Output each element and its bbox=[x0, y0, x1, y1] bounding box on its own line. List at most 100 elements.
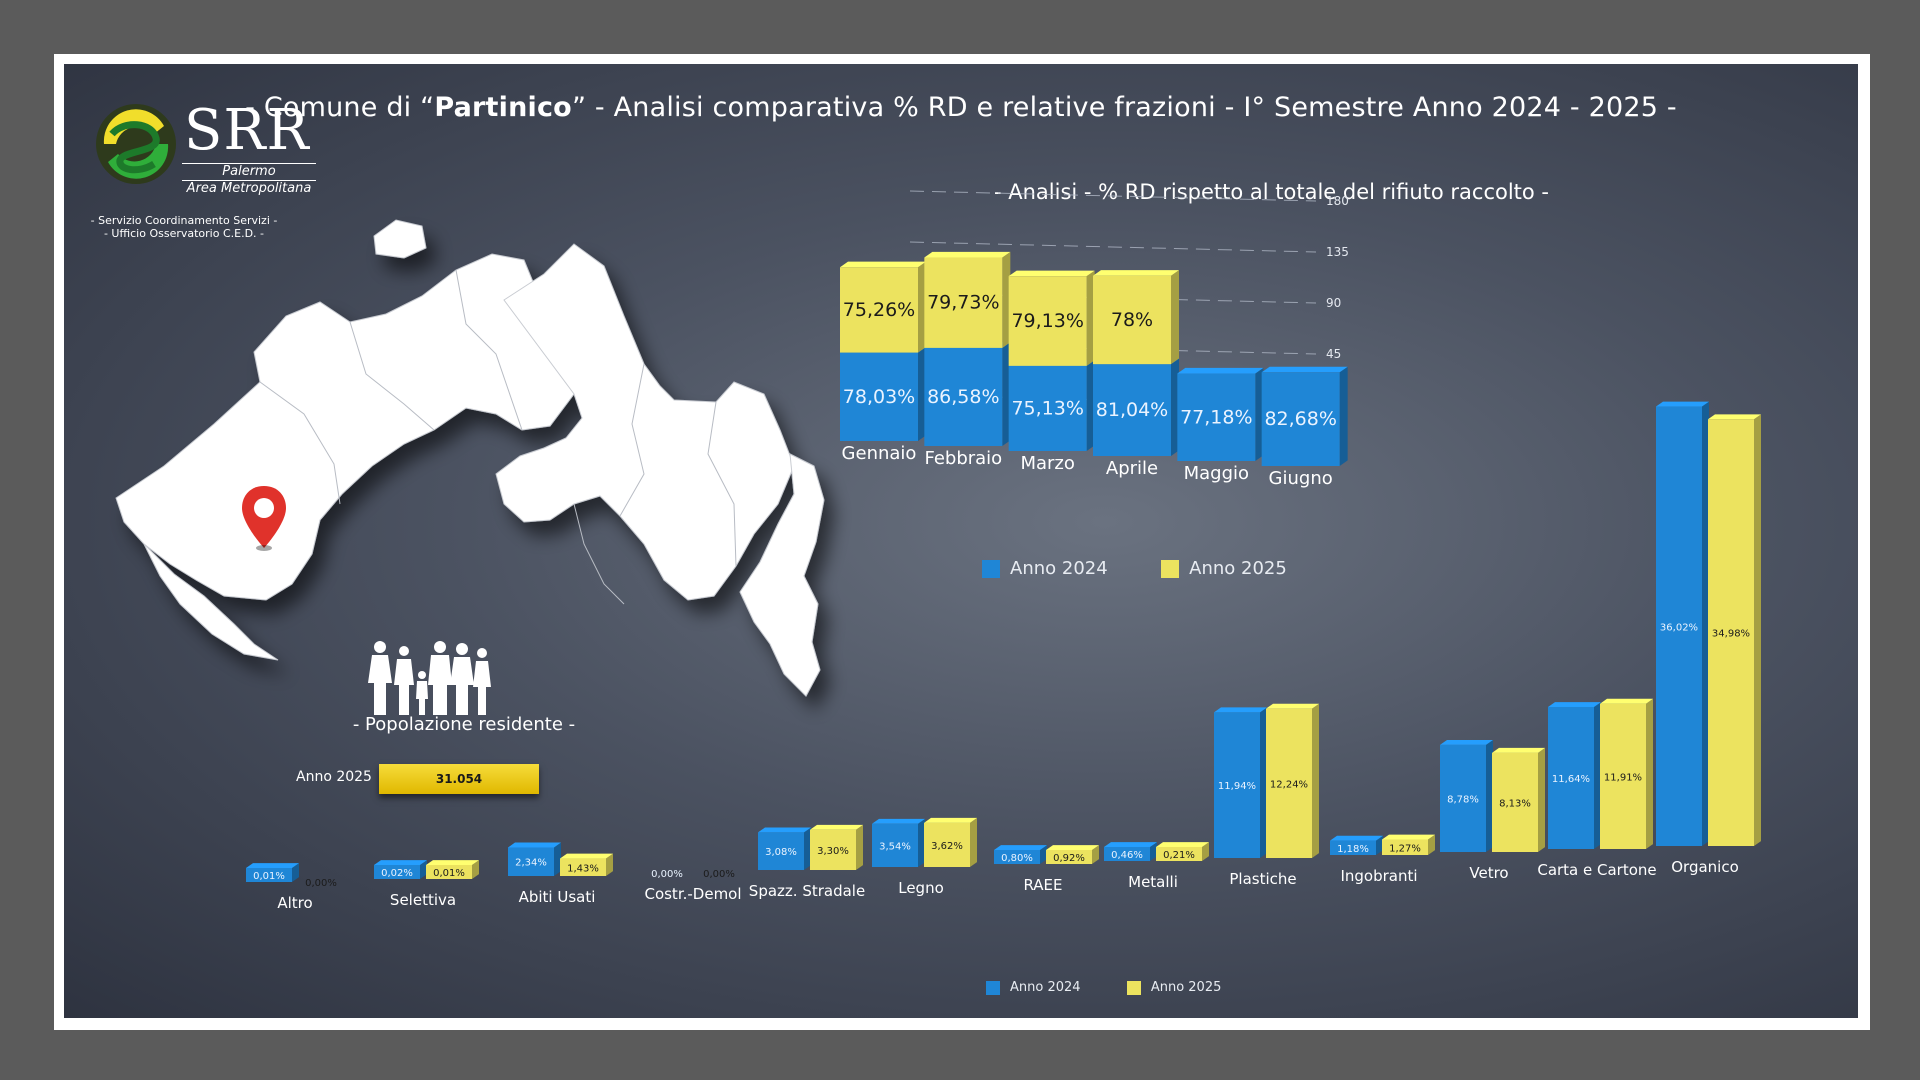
bar-2025 bbox=[1600, 698, 1653, 849]
bar-2024 bbox=[374, 860, 427, 879]
data-label-2024: 75,13% bbox=[1011, 397, 1083, 419]
logo-subtitle: - Servizio Coordinamento Servizi - - Uff… bbox=[90, 214, 278, 240]
bar-2025 bbox=[426, 860, 479, 879]
logo-line1: Palermo bbox=[182, 163, 316, 179]
legend-swatch-2025 bbox=[1126, 980, 1141, 995]
bar-2024 bbox=[840, 346, 926, 441]
bar-2024 bbox=[1261, 366, 1348, 466]
bar-2024 bbox=[1548, 702, 1601, 849]
y-tick-label: 180 bbox=[1326, 194, 1349, 208]
legend-label-2024: Anno 2024 bbox=[1010, 980, 1081, 995]
gridline bbox=[909, 241, 1317, 253]
bar-2024 bbox=[758, 827, 811, 870]
location-pin-icon bbox=[242, 486, 286, 551]
bar-2024 bbox=[1656, 401, 1709, 846]
data-label-2025: 0,00% bbox=[305, 878, 337, 889]
bar-2025 bbox=[924, 251, 1011, 348]
bar-2025 bbox=[1492, 747, 1545, 852]
category-label: Febbraio bbox=[924, 448, 1002, 469]
category-label: Aprile bbox=[1106, 458, 1158, 479]
bar-2025 bbox=[1093, 270, 1179, 365]
category-label: Spazz. Stradale bbox=[749, 882, 865, 900]
data-label-2024: 36,02% bbox=[1660, 622, 1698, 633]
legend-swatch-2024 bbox=[982, 560, 1000, 578]
bar-2025 bbox=[1008, 270, 1095, 366]
gridline bbox=[909, 190, 1317, 202]
bar-2025 bbox=[1382, 834, 1435, 855]
population-people-icon bbox=[368, 641, 491, 715]
rd-chart-legend: Anno 2024 Anno 2025 bbox=[982, 558, 1287, 579]
map-central-area bbox=[495, 243, 795, 601]
legend-label-2025: Anno 2025 bbox=[1189, 558, 1287, 579]
bar-2024 bbox=[508, 842, 561, 876]
data-label-2025: 12,24% bbox=[1270, 779, 1308, 790]
fractions-chart-legend: Anno 2024 Anno 2025 bbox=[986, 980, 1221, 995]
category-label: Legno bbox=[898, 879, 944, 897]
legend-label-2024: Anno 2024 bbox=[1010, 558, 1108, 579]
data-label-2025: 79,73% bbox=[927, 292, 999, 314]
legend-swatch-2024 bbox=[986, 980, 1000, 995]
bar-2024 bbox=[924, 342, 1011, 446]
bar-2025 bbox=[810, 824, 863, 870]
bar-2024 bbox=[1104, 842, 1157, 861]
category-label: Costr.-Demol bbox=[644, 885, 741, 903]
infographic-panel: - Comune di “Partinico” - Analisi compar… bbox=[64, 64, 1858, 1018]
category-label: Organico bbox=[1671, 858, 1739, 876]
data-label-2024: 11,94% bbox=[1218, 781, 1256, 792]
category-label: Plastiche bbox=[1229, 870, 1296, 888]
comune-name: Partinico bbox=[434, 92, 572, 123]
bar-2024 bbox=[1214, 707, 1267, 858]
population-value-bar: 31.054 bbox=[379, 764, 539, 794]
data-label-2024: 1,18% bbox=[1337, 844, 1369, 855]
data-label-2024: 0,01% bbox=[253, 871, 285, 882]
data-label-2025: 0,01% bbox=[433, 868, 465, 879]
page-title: - Comune di “Partinico” - Analisi compar… bbox=[245, 92, 1677, 123]
category-label: Selettiva bbox=[390, 891, 456, 909]
y-tick-label: 90 bbox=[1326, 296, 1341, 310]
data-label-2025: 1,43% bbox=[567, 863, 599, 874]
logo-line2: Area Metropolitana bbox=[182, 180, 316, 196]
bar-2024 bbox=[872, 818, 925, 867]
bar-2025 bbox=[924, 817, 977, 867]
data-label-2024: 8,78% bbox=[1447, 794, 1479, 805]
population-label: - Popolazione residente - bbox=[352, 714, 576, 735]
data-label-2025: 0,21% bbox=[1163, 850, 1195, 861]
category-label: RAEE bbox=[1023, 876, 1062, 894]
category-label: Vetro bbox=[1469, 864, 1508, 882]
bar-2025 bbox=[1046, 845, 1099, 864]
data-label-2025: 75,26% bbox=[843, 299, 915, 321]
data-label-2024: 0,00% bbox=[651, 869, 683, 880]
data-label-2024: 78,03% bbox=[843, 386, 915, 408]
data-label-2024: 0,02% bbox=[381, 868, 413, 879]
bar-2025 bbox=[840, 261, 926, 353]
data-label-2025: 79,13% bbox=[1011, 310, 1083, 332]
legend-swatch-2025 bbox=[1161, 560, 1180, 578]
data-label-2024: 0,46% bbox=[1111, 850, 1143, 861]
category-label: Gennaio bbox=[842, 443, 917, 464]
data-label-2024: 86,58% bbox=[927, 386, 999, 408]
data-label-2025: 1,27% bbox=[1389, 843, 1421, 854]
category-label: Marzo bbox=[1020, 453, 1074, 474]
map-western-area bbox=[115, 253, 583, 601]
bar-2024 bbox=[1093, 358, 1179, 456]
data-label-2024: 2,34% bbox=[515, 858, 547, 869]
rd-monthly-chart: 0459013518078,03%75,26%Gennaio86,58%79,7… bbox=[840, 190, 1349, 489]
data-label-2024: 3,08% bbox=[765, 847, 797, 858]
bar-2025 bbox=[1266, 703, 1319, 858]
map-island bbox=[373, 219, 427, 259]
bar-2024 bbox=[1177, 367, 1264, 461]
fractions-chart: 0,01% 0,00% Altro 0,02% 0,01% Selettiva 2,34% 1… bbox=[246, 401, 1761, 912]
category-label: Maggio bbox=[1184, 463, 1249, 484]
category-label: Ingobranti bbox=[1340, 867, 1417, 885]
map-southern-coast bbox=[143, 543, 279, 661]
category-label: Giugno bbox=[1269, 468, 1333, 489]
population-year: Anno 2025 bbox=[296, 769, 372, 785]
data-label-2025: 0,92% bbox=[1053, 853, 1085, 864]
territory-map bbox=[115, 219, 825, 697]
y-tick-label: 45 bbox=[1326, 347, 1341, 361]
data-label-2024: 0,80% bbox=[1001, 853, 1033, 864]
bar-2025 bbox=[1708, 414, 1761, 846]
bar-2025 bbox=[1156, 842, 1209, 861]
data-label-2024: 3,54% bbox=[879, 841, 911, 852]
data-label-2025: 3,30% bbox=[817, 846, 849, 857]
